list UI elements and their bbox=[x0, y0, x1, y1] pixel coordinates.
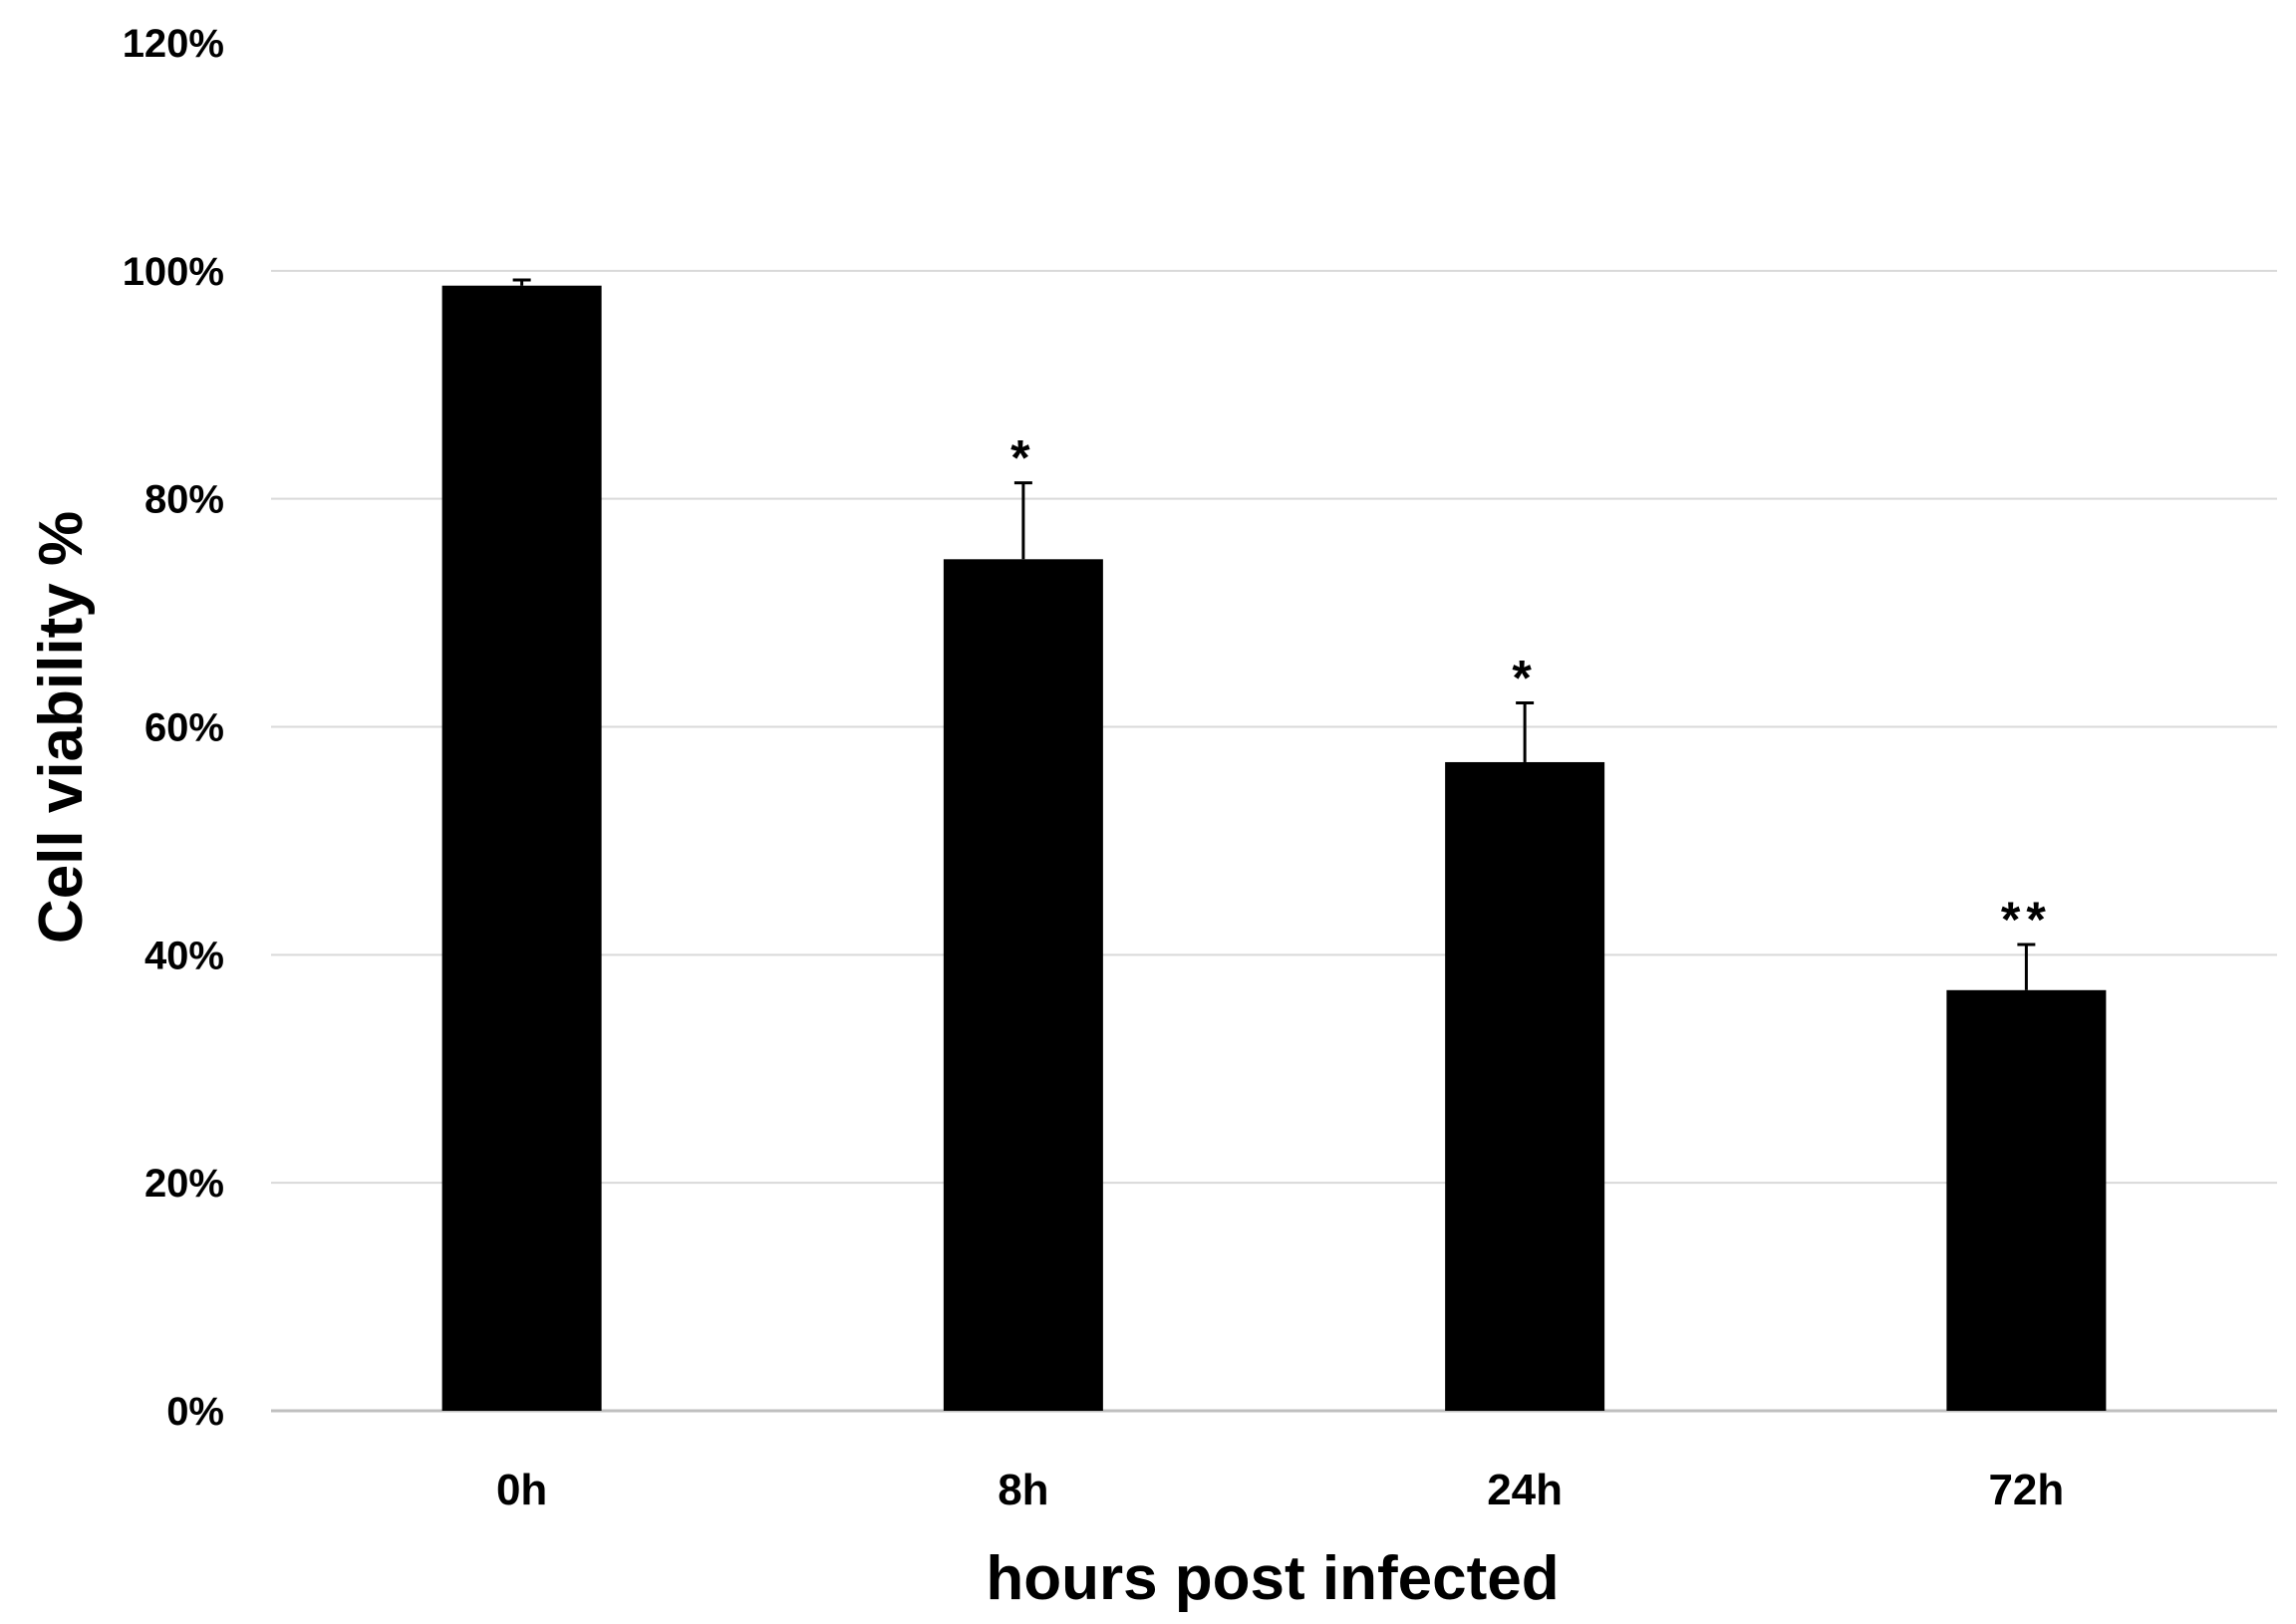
error-bar-24h bbox=[1516, 700, 1535, 762]
y-tick-label: 120% bbox=[123, 22, 224, 66]
significance-label: * bbox=[1512, 650, 1537, 705]
bar-8h bbox=[943, 559, 1103, 1411]
y-tick-label: 40% bbox=[144, 934, 224, 977]
x-tick-label: 24h bbox=[1487, 1466, 1563, 1514]
y-tick-label: 100% bbox=[123, 250, 224, 294]
y-tick-label: 60% bbox=[144, 706, 224, 750]
significance-label: * bbox=[1010, 430, 1035, 486]
error-bar-8h bbox=[1013, 481, 1032, 560]
y-tick-label: 0% bbox=[166, 1390, 224, 1434]
bar-72h bbox=[1946, 989, 2107, 1411]
x-tick-label: 0h bbox=[496, 1466, 547, 1514]
gridlines bbox=[271, 269, 2277, 1413]
x-axis-title: hours post infected bbox=[986, 1544, 1559, 1613]
significance-markers: **** bbox=[1010, 430, 2052, 947]
bars bbox=[441, 285, 2107, 1411]
x-axis-ticks: 0h 8h 24h 72h bbox=[496, 1466, 2064, 1514]
error-bar-72h bbox=[2017, 943, 2036, 990]
x-tick-label: 72h bbox=[1988, 1466, 2064, 1514]
y-tick-label: 20% bbox=[144, 1162, 224, 1206]
y-axis-title: Cell viability % bbox=[27, 511, 96, 944]
error-bar-0h bbox=[512, 278, 531, 286]
y-tick-label: 80% bbox=[144, 478, 224, 522]
significance-label: ** bbox=[2001, 892, 2052, 947]
error-bars bbox=[512, 278, 2036, 990]
x-tick-label: 8h bbox=[998, 1466, 1048, 1514]
y-axis-ticks: 0% 20% 40% 60% 80% 100% 120% bbox=[123, 22, 224, 1434]
bar-24h bbox=[1445, 761, 1605, 1411]
bar-0h bbox=[441, 285, 602, 1411]
